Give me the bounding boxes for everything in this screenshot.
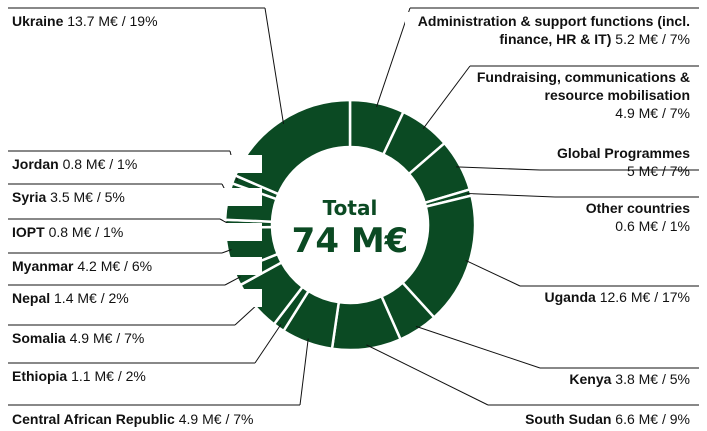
value-label: 5.2 M€ / 7% [615, 31, 690, 47]
category-name: IOPT [12, 224, 45, 240]
leader-line [366, 344, 489, 406]
category-name: Myanmar [12, 258, 74, 274]
category-name: Syria [12, 189, 47, 205]
category-name: Central African Republic [12, 411, 175, 427]
leader-line [422, 65, 471, 129]
value-label: 12.6 M€ / 17% [599, 289, 690, 305]
category-name: Ethiopia [12, 368, 68, 384]
leader-line [456, 166, 541, 171]
segment-label: Jordan 0.8 M€ / 1% [12, 155, 262, 173]
category-name: Global Programmes [556, 145, 690, 161]
segment-label: Somalia 4.9 M€ / 7% [12, 329, 262, 347]
category-name: Other countries [585, 200, 690, 216]
segment-label: Myanmar 4.2 M€ / 6% [12, 257, 262, 275]
value-label: 5 M€ / 7% [626, 163, 690, 179]
segment-label: Syria 3.5 M€ / 5% [12, 188, 262, 206]
value-label: 4.2 M€ / 6% [77, 258, 153, 274]
leader-line [299, 338, 309, 406]
segment-label: Central African Republic 4.9 M€ / 7% [12, 410, 312, 428]
value-label: 1.4 M€ / 2% [54, 290, 129, 306]
segment-label: Fundraising, communications & resource m… [455, 68, 690, 122]
category-name: Somalia [12, 330, 66, 346]
leader-line [221, 249, 232, 254]
leader-line [254, 324, 282, 364]
leader-line [415, 325, 541, 369]
value-label: 4.9 M€ / 7% [178, 411, 254, 427]
leader-line [465, 259, 521, 287]
segment-label: Ukraine 13.7 M€ / 19% [12, 12, 262, 30]
value-label: 13.7 M€ / 19% [67, 13, 158, 29]
value-label: 4.9 M€ / 7% [615, 105, 690, 121]
segment-label: Kenya 3.8 M€ / 5% [490, 370, 690, 388]
leader-line [234, 303, 259, 326]
value-label: 0.8 M€ / 1% [48, 224, 124, 240]
leader-line [224, 276, 241, 286]
segment-label: Other countries 0.6 M€ / 1% [490, 199, 690, 235]
leader-line [376, 7, 411, 108]
leader-line [466, 193, 556, 198]
value-label: 0.8 M€ / 1% [62, 156, 138, 172]
leader-line [264, 7, 285, 124]
category-name: Kenya [569, 371, 612, 387]
segment-label: South Sudan 6.6 M€ / 9% [450, 410, 690, 428]
category-name: Administration & support functions (incl… [417, 13, 690, 47]
value-label: 4.9 M€ / 7% [69, 330, 145, 346]
value-label: 1.1 M€ / 2% [71, 368, 146, 384]
category-name: Ukraine [12, 13, 64, 29]
category-name: Nepal [12, 290, 51, 306]
category-name: Jordan [12, 156, 59, 172]
donut-segment [233, 98, 352, 196]
segment-label: Administration & support functions (incl… [405, 12, 690, 48]
category-name: Fundraising, communications & resource m… [476, 69, 690, 103]
segment-label: IOPT 0.8 M€ / 1% [12, 223, 262, 241]
value-label: 6.6 M€ / 9% [615, 411, 690, 427]
value-label: 0.6 M€ / 1% [615, 218, 690, 234]
segment-label: Ethiopia 1.1 M€ / 2% [12, 367, 262, 385]
value-label: 3.8 M€ / 5% [615, 371, 690, 387]
category-name: South Sudan [525, 411, 612, 427]
center-title: Total [323, 196, 378, 220]
category-name: Uganda [544, 289, 596, 305]
segment-label: Global Programmes 5 M€ / 7% [490, 144, 690, 180]
segment-label: Nepal 1.4 M€ / 2% [12, 289, 262, 307]
center-value: 74 M€ [292, 221, 409, 261]
segment-label: Uganda 12.6 M€ / 17% [490, 288, 690, 306]
value-label: 3.5 M€ / 5% [50, 189, 125, 205]
